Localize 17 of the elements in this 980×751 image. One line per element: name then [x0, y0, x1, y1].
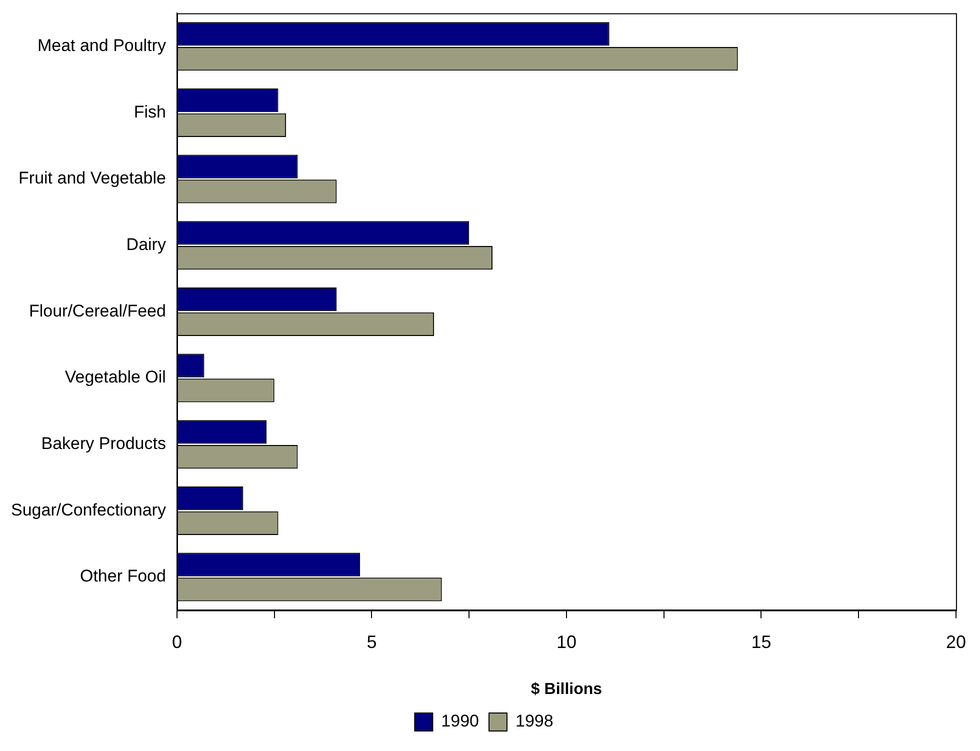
y-tick-label: Dairy — [126, 235, 166, 254]
x-tick-label: 10 — [556, 632, 576, 652]
x-tick-label: 0 — [172, 632, 182, 652]
y-tick-label: Fish — [134, 102, 166, 122]
y-tick-label: Meat and Poultry — [37, 36, 166, 56]
legend-label: 1990 — [441, 712, 480, 731]
legend-label: 1998 — [516, 712, 554, 731]
y-tick-label: Vegetable Oil — [64, 368, 166, 387]
x-tick-label: 5 — [366, 632, 377, 652]
y-tick-label: Sugar/Confectionary — [10, 500, 166, 520]
y-tick-label: Bakery Products — [41, 434, 166, 454]
y-tick-label: Fruit and Vegetable — [18, 168, 166, 188]
y-tick-label: Other Food — [80, 566, 166, 586]
x-tick-label: 20 — [946, 632, 966, 652]
x-axis-title: $ Billions — [530, 680, 602, 698]
x-tick-label: 15 — [751, 632, 772, 652]
y-tick-label: Flour/Cereal/Feed — [28, 301, 166, 320]
